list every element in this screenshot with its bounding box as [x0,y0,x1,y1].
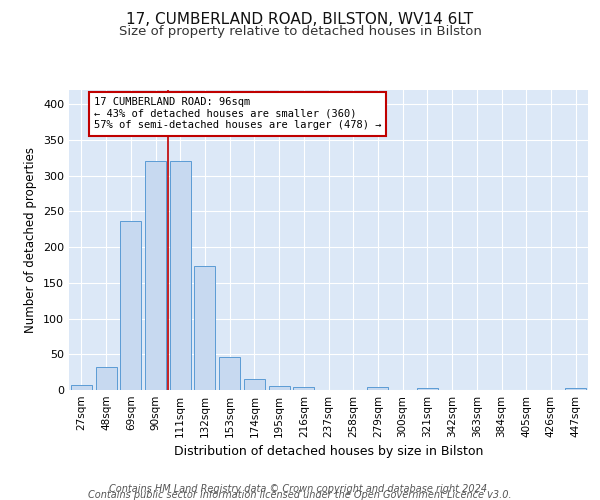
Bar [194,266,215,390]
Bar [367,387,388,390]
Text: Contains HM Land Registry data © Crown copyright and database right 2024.: Contains HM Land Registry data © Crown c… [109,484,491,494]
Bar [219,357,240,390]
Bar [565,388,586,390]
Bar [293,387,314,390]
Bar [120,220,141,390]
Bar [269,386,290,390]
Bar [95,367,116,390]
Text: 17 CUMBERLAND ROAD: 96sqm
← 43% of detached houses are smaller (360)
57% of semi: 17 CUMBERLAND ROAD: 96sqm ← 43% of detac… [94,97,381,130]
Bar [417,388,438,390]
X-axis label: Distribution of detached houses by size in Bilston: Distribution of detached houses by size … [174,446,483,458]
Bar [145,162,166,390]
Bar [170,162,191,390]
Bar [244,378,265,390]
Text: 17, CUMBERLAND ROAD, BILSTON, WV14 6LT: 17, CUMBERLAND ROAD, BILSTON, WV14 6LT [127,12,473,28]
Bar [71,385,92,390]
Y-axis label: Number of detached properties: Number of detached properties [25,147,37,333]
Text: Size of property relative to detached houses in Bilston: Size of property relative to detached ho… [119,25,481,38]
Text: Contains public sector information licensed under the Open Government Licence v3: Contains public sector information licen… [88,490,512,500]
